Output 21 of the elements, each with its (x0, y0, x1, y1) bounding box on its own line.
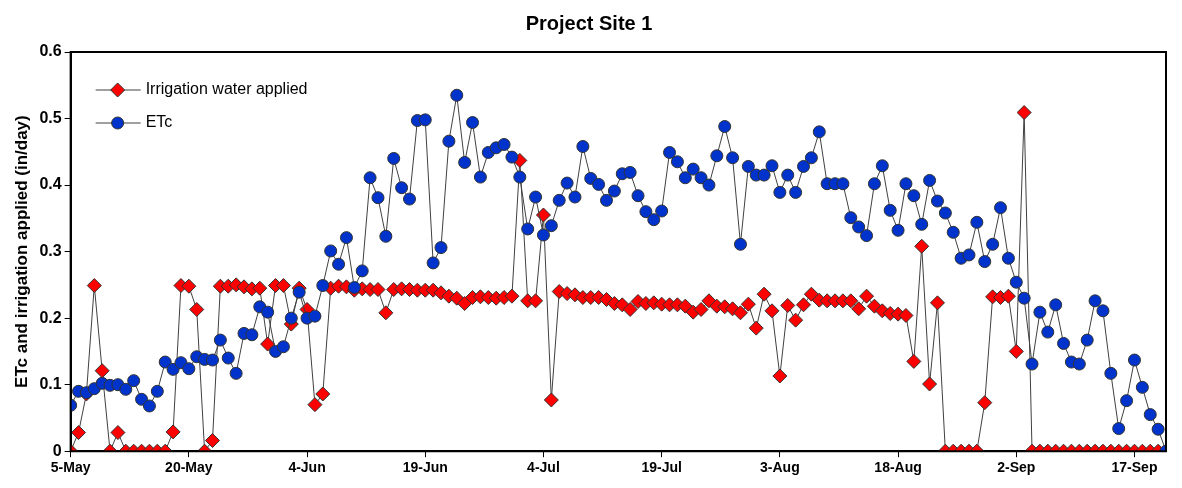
y-tick-label: 0.3 (39, 242, 62, 260)
x-tick-label: 19-Jul (641, 459, 682, 476)
y-tick-label: 0.5 (39, 108, 62, 126)
legend-label: Irrigation water applied (145, 80, 308, 98)
x-tick-label: 3-Aug (760, 459, 800, 476)
y-tick-label: 0.6 (39, 42, 62, 60)
y-axis-title: ETc and irrigation applied (in/day) (11, 115, 31, 388)
x-tick-label: 2-Sep (997, 459, 1036, 476)
x-tick-label: 19-Jun (402, 459, 448, 476)
legend-label: ETc (145, 113, 173, 131)
x-tick-label: 20-May (165, 459, 213, 476)
x-tick-label: 17-Sep (1111, 459, 1158, 476)
y-tick-label: 0.1 (39, 375, 62, 393)
y-tick-label: 0.2 (39, 308, 62, 326)
x-tick-label: 4-Jun (288, 459, 326, 476)
x-tick-label: 5-May (50, 459, 91, 476)
x-tick-label: 4-Jul (527, 459, 560, 476)
y-tick-label: 0.4 (39, 175, 62, 193)
chart-title: Project Site 1 (525, 11, 653, 34)
x-tick-label: 18-Aug (874, 459, 922, 476)
y-tick-label: 0 (52, 441, 62, 459)
